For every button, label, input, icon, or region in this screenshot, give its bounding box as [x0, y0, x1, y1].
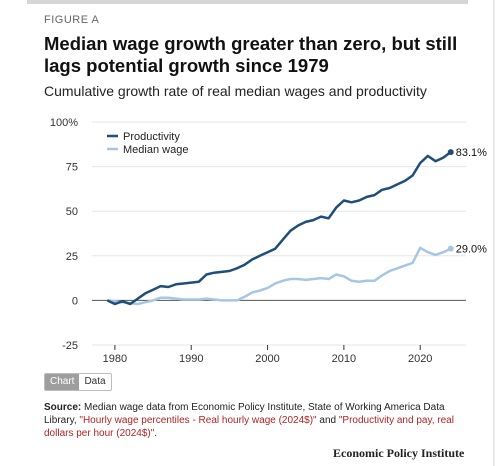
legend-label-median-wage: Median wage	[123, 144, 188, 156]
source-link-hourly-wage[interactable]: "Hourly wage percentiles - Real hourly w…	[79, 415, 317, 426]
gridlines	[92, 121, 466, 346]
source-text: Median wage data from Economic Policy In…	[44, 402, 445, 426]
end-point-median-wage	[447, 245, 454, 252]
source-prefix: Source:	[44, 402, 82, 413]
y-tick-label: 50	[66, 206, 78, 218]
end-point-productivity	[447, 149, 454, 156]
end-label-productivity: 83.1%	[456, 147, 487, 159]
y-tick-label: -25	[62, 340, 78, 352]
x-axis-ticks: 1980 1990 2000 2010 2020	[103, 345, 432, 365]
series-line-median-wage	[107, 246, 452, 306]
legend-label-productivity: Productivity	[123, 131, 180, 143]
figure-label: FIGURE A	[44, 14, 100, 26]
source-link-productivity[interactable]: "Productivity and pay, real dollars per …	[44, 415, 454, 439]
end-label-median-wage: 29.0%	[456, 244, 487, 256]
y-tick-label: 0	[72, 295, 78, 307]
series-lines: 29.0% 83.1%	[106, 147, 487, 306]
y-tick-label: 100%	[50, 117, 78, 129]
chart-title: Median wage growth greater than zero, bu…	[44, 33, 458, 76]
y-tick-label: 75	[66, 162, 78, 174]
x-tick-label: 1980	[103, 353, 127, 365]
chart-subtitle: Cumulative growth rate of real median wa…	[44, 83, 427, 99]
view-toggle: Chart Data	[44, 373, 112, 391]
right-border	[493, 0, 495, 466]
epi-logo: Economic Policy Institute	[333, 446, 465, 460]
tab-data[interactable]: Data	[79, 374, 111, 390]
y-tick-label: 25	[66, 251, 78, 263]
x-tick-label: 2010	[332, 353, 356, 365]
top-rule	[27, 0, 468, 4]
source-end: .	[154, 428, 158, 439]
series-line-productivity	[106, 151, 452, 306]
y-axis-ticks: 100% 75 50 25 0 -25	[50, 117, 78, 352]
line-chart: 100% 75 50 25 0 -25 1980 1990 2000 2010 2020 29.0…	[50, 117, 487, 365]
x-tick-label: 1990	[179, 353, 203, 365]
x-tick-label: 2000	[255, 353, 279, 365]
tab-chart[interactable]: Chart	[45, 374, 80, 390]
source-mid: and	[316, 415, 339, 426]
source-note: Source: Median wage data from Economic P…	[44, 401, 469, 440]
x-tick-label: 2020	[408, 353, 432, 365]
